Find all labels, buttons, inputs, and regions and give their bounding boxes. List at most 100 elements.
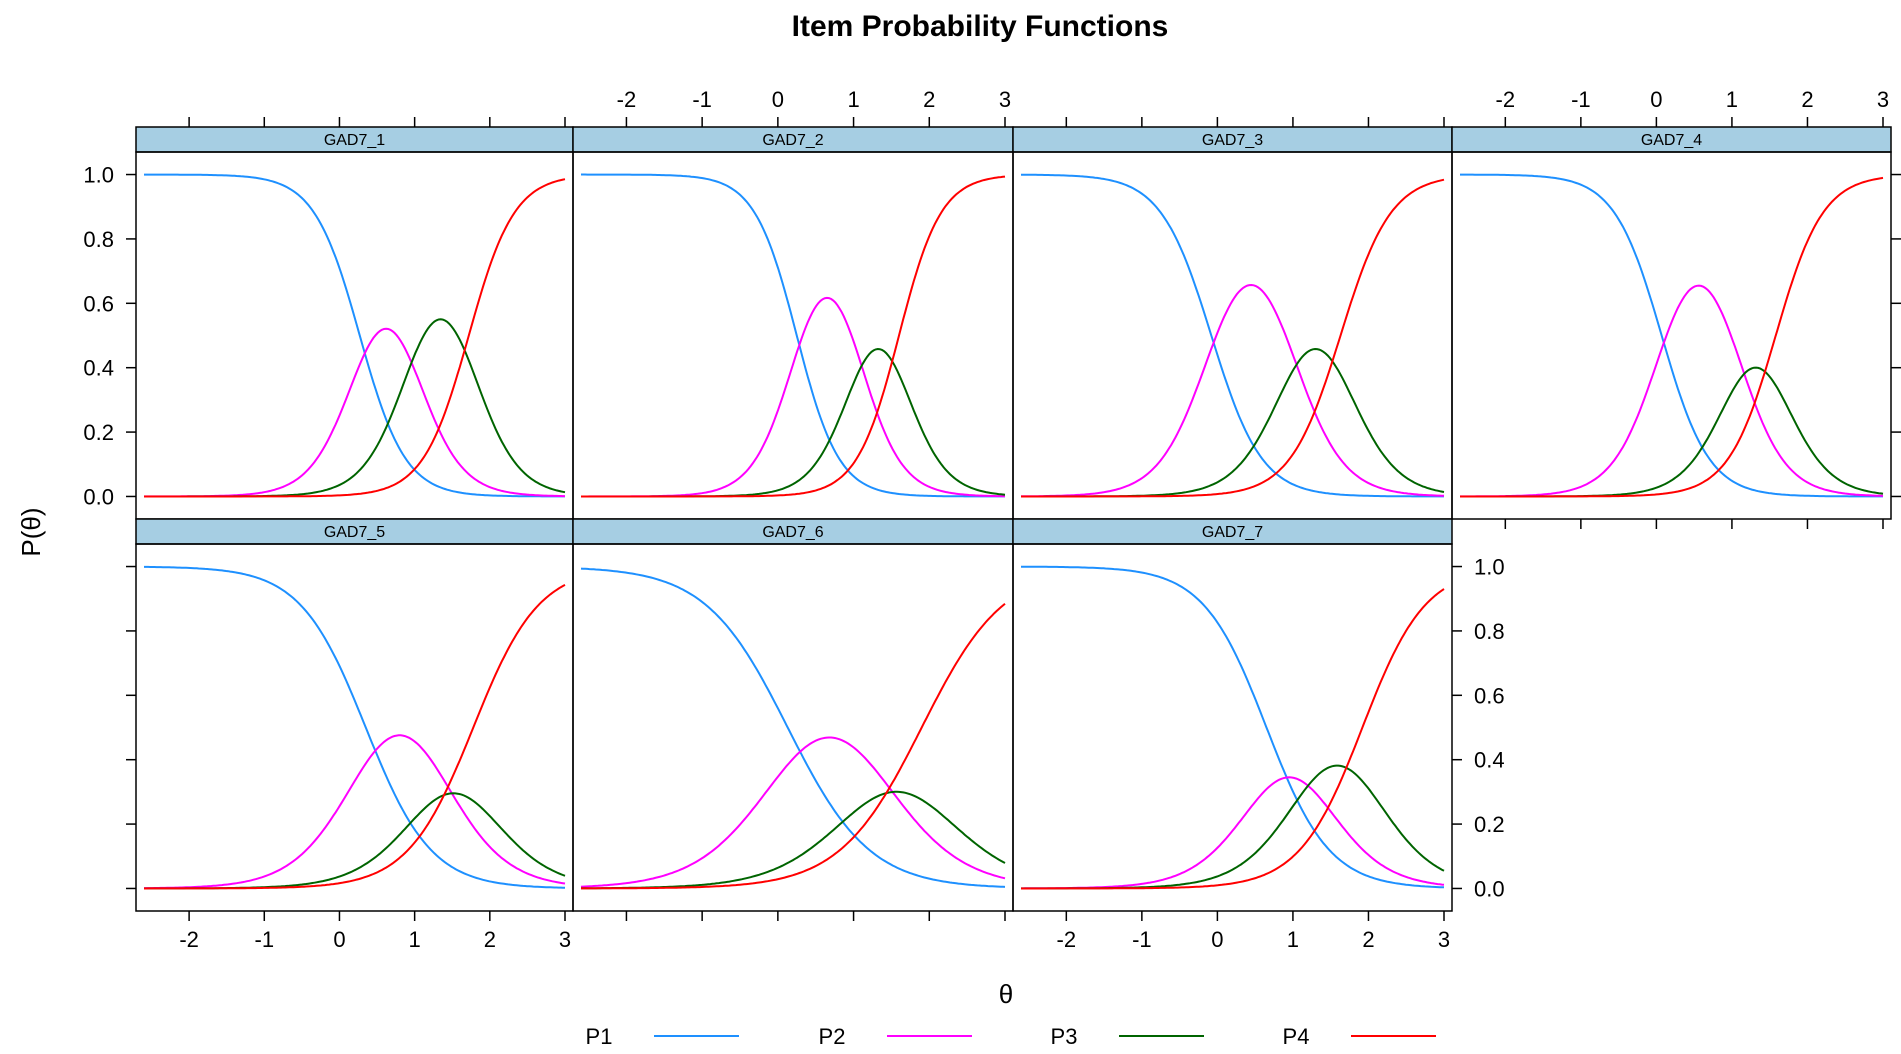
x-tick-label-bottom-col0-0: -2	[179, 927, 199, 952]
y-tick-label-left-row0-3: 0.6	[83, 291, 114, 316]
legend-label-p4: P4	[1283, 1024, 1310, 1049]
series-p2-gad7-5	[144, 734, 566, 890]
legend-label-p2: P2	[819, 1024, 846, 1049]
legend-item-p3: P3	[1051, 1024, 1204, 1049]
strip-gad7-7	[1012, 518, 1453, 545]
series-p2-gad7-6	[580, 736, 1006, 888]
x-tick-label-top-col3-0: -2	[1496, 87, 1516, 112]
panel-gad7-2: GAD7_2	[572, 126, 1014, 520]
x-tick-label-bottom-col2-0: -2	[1057, 927, 1077, 952]
series-p3-gad7-6	[581, 790, 1006, 890]
strip-gad7-2	[572, 126, 1014, 153]
plot-frame-gad7-2	[572, 151, 1014, 520]
series-p4-gad7-3	[1021, 178, 1445, 498]
x-tick-label-top-col3-4: 2	[1801, 87, 1813, 112]
legend-item-p2: P2	[819, 1024, 972, 1049]
y-tick-label-left-row0-2: 0.4	[83, 356, 114, 381]
panels-layer: GAD7_1 GAD7_2 GAD7_3 GAD7_4 GAD7_5 GAD7_6 GAD7…	[135, 126, 1892, 912]
series-p4-gad7-2	[581, 175, 1006, 498]
series-p3-gad7-4	[1460, 366, 1884, 498]
y-tick-label-right-row1-5: 1.0	[1474, 555, 1505, 580]
x-tick-label-bottom-col0-4: 2	[484, 927, 496, 952]
series-p3-gad7-7	[1021, 764, 1445, 890]
x-tick-label-bottom-col2-5: 3	[1438, 927, 1450, 952]
series-p2-gad7-1	[144, 327, 565, 498]
chart-title: Item Probability Functions	[792, 10, 1169, 43]
series-p3-gad7-1	[144, 318, 566, 498]
y-tick-label-right-row1-1: 0.2	[1474, 812, 1505, 837]
x-tick-label-top-col1-4: 2	[923, 87, 935, 112]
series-p3-gad7-2	[581, 347, 1006, 498]
x-tick-label-top-col1-2: 0	[772, 87, 784, 112]
series-p4-gad7-4	[1460, 176, 1884, 498]
strip-gad7-1	[135, 126, 574, 153]
strip-gad7-6	[572, 518, 1014, 545]
panel-gad7-7: GAD7_7	[1012, 518, 1453, 912]
legend-label-p1: P1	[586, 1024, 613, 1049]
strip-label-gad7-4: GAD7_4	[1641, 132, 1702, 149]
series-p2-gad7-3	[1021, 283, 1445, 498]
legend-item-p1: P1	[586, 1024, 739, 1049]
series-p3-gad7-3	[1021, 347, 1445, 498]
series-p1-gad7-4	[1460, 173, 1883, 498]
plot-frame-gad7-1	[135, 151, 574, 520]
strip-label-gad7-5: GAD7_5	[324, 524, 385, 541]
x-tick-label-top-col1-0: -2	[617, 87, 637, 112]
panel-gad7-3: GAD7_3	[1012, 126, 1453, 520]
strip-label-gad7-1: GAD7_1	[324, 132, 385, 149]
series-p4-gad7-7	[1021, 588, 1445, 890]
strip-gad7-4	[1451, 126, 1892, 153]
axes-layer: -2 -1 0 1 2 3 -2 -1 0 1 2 3 -2 -1 0 1 2 3 -2 -1 0 1 2 3 0.0 0.2 0.…	[83, 87, 1901, 952]
x-tick-label-top-col3-5: 3	[1877, 87, 1889, 112]
plot-frame-gad7-3	[1012, 151, 1453, 520]
panel-gad7-4: GAD7_4	[1451, 126, 1892, 520]
series-p1-gad7-5	[144, 565, 565, 889]
series-p1-gad7-2	[581, 173, 1005, 498]
series-p3-gad7-5	[144, 792, 566, 890]
series-p4-gad7-6	[581, 602, 1006, 890]
series-p1-gad7-6	[580, 567, 1006, 888]
x-tick-label-top-col1-1: -1	[692, 87, 712, 112]
series-p4-gad7-5	[144, 584, 566, 890]
plot-frame-gad7-4	[1451, 151, 1892, 520]
strip-label-gad7-3: GAD7_3	[1202, 132, 1263, 149]
legend-item-p4: P4	[1283, 1024, 1436, 1049]
strip-label-gad7-6: GAD7_6	[762, 524, 823, 541]
y-tick-label-right-row1-2: 0.4	[1474, 748, 1505, 773]
series-p4-gad7-1	[144, 178, 566, 498]
plot-frame-gad7-7	[1012, 543, 1453, 912]
y-tick-label-right-row1-0: 0.0	[1474, 876, 1505, 901]
panel-gad7-5: GAD7_5	[135, 518, 574, 912]
y-tick-label-left-row0-5: 1.0	[83, 163, 114, 188]
series-p1-gad7-3	[1021, 173, 1444, 498]
y-axis-title: P(θ)	[16, 507, 46, 556]
panel-gad7-1: GAD7_1	[135, 126, 574, 520]
y-tick-label-left-row0-0: 0.0	[83, 484, 114, 509]
x-tick-label-bottom-col2-3: 1	[1287, 927, 1299, 952]
x-tick-label-bottom-col0-2: 0	[333, 927, 345, 952]
x-axis-title: θ	[999, 979, 1013, 1009]
series-p2-gad7-2	[581, 296, 1005, 498]
series-p2-gad7-7	[1021, 776, 1445, 890]
y-tick-label-left-row0-4: 0.8	[83, 227, 114, 252]
series-p1-gad7-1	[144, 173, 565, 498]
x-tick-label-top-col3-1: -1	[1571, 87, 1591, 112]
series-p2-gad7-4	[1460, 284, 1884, 498]
x-tick-label-bottom-col2-1: -1	[1132, 927, 1152, 952]
series-p1-gad7-7	[1021, 565, 1445, 889]
legend: P1 P2 P3 P4	[586, 1024, 1436, 1049]
y-tick-label-right-row1-3: 0.6	[1474, 683, 1505, 708]
legend-label-p3: P3	[1051, 1024, 1078, 1049]
plot-frame-gad7-5	[135, 543, 574, 912]
x-tick-label-top-col1-5: 3	[999, 87, 1011, 112]
x-tick-label-top-col3-2: 0	[1650, 87, 1662, 112]
x-tick-label-top-col1-3: 1	[847, 87, 859, 112]
plot-frame-gad7-6	[572, 543, 1014, 912]
x-tick-label-bottom-col0-1: -1	[255, 927, 275, 952]
strip-label-gad7-2: GAD7_2	[762, 132, 823, 149]
y-tick-label-left-row0-1: 0.2	[83, 420, 114, 445]
x-tick-label-bottom-col2-4: 2	[1362, 927, 1374, 952]
x-tick-label-bottom-col2-2: 0	[1211, 927, 1223, 952]
x-tick-label-bottom-col0-5: 3	[559, 927, 571, 952]
